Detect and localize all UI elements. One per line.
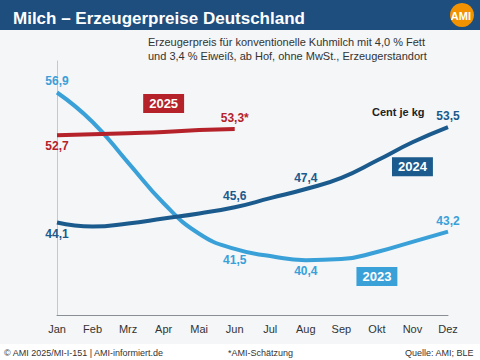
svg-text:AMI: AMI	[451, 10, 471, 22]
svg-text:Mrz: Mrz	[119, 323, 137, 335]
svg-text:41,5: 41,5	[223, 253, 247, 267]
svg-text:45,6: 45,6	[223, 189, 247, 203]
svg-text:Cent je kg: Cent je kg	[372, 106, 425, 118]
svg-text:Feb: Feb	[83, 323, 102, 335]
svg-text:2025: 2025	[149, 96, 178, 111]
svg-text:53,3*: 53,3*	[221, 111, 249, 125]
svg-text:44,1: 44,1	[45, 227, 69, 241]
svg-text:Nov: Nov	[403, 323, 423, 335]
svg-text:Okt: Okt	[368, 323, 385, 335]
svg-text:Mai: Mai	[190, 323, 208, 335]
svg-text:Sep: Sep	[332, 323, 352, 335]
svg-text:56,9: 56,9	[45, 74, 69, 88]
svg-text:Quelle: AMI; BLE: Quelle: AMI; BLE	[405, 348, 474, 358]
svg-text:Jul: Jul	[263, 323, 277, 335]
svg-text:Jun: Jun	[226, 323, 244, 335]
svg-text:2024: 2024	[398, 159, 428, 174]
svg-text:Jan: Jan	[48, 323, 66, 335]
svg-text:43,2: 43,2	[436, 214, 460, 228]
svg-text:© AMI 2025/MI-I-151 | AMI-info: © AMI 2025/MI-I-151 | AMI-informiert.de	[4, 348, 163, 358]
svg-text:und 3,4 % Eiweiß, ab Hof, ohne: und 3,4 % Eiweiß, ab Hof, ohne MwSt., Er…	[148, 50, 427, 62]
svg-text:53,5: 53,5	[436, 109, 460, 123]
svg-text:2023: 2023	[362, 269, 391, 284]
svg-text:47,4: 47,4	[294, 171, 318, 185]
svg-text:Erzeugerpreis für konventionel: Erzeugerpreis für konventionelle Kuhmilc…	[148, 36, 425, 48]
svg-text:*AMI-Schätzung: *AMI-Schätzung	[228, 348, 293, 358]
svg-text:40,4: 40,4	[294, 264, 318, 278]
svg-text:Dez: Dez	[438, 323, 458, 335]
svg-text:52,7: 52,7	[45, 139, 69, 153]
svg-text:Milch – Erzeugerpreise Deutsch: Milch – Erzeugerpreise Deutschland	[13, 9, 305, 28]
svg-text:Aug: Aug	[296, 323, 316, 335]
svg-text:Apr: Apr	[155, 323, 172, 335]
